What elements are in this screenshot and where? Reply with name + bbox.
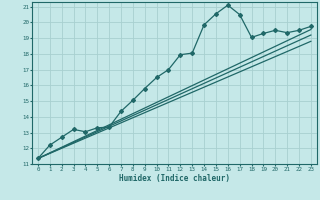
X-axis label: Humidex (Indice chaleur): Humidex (Indice chaleur) bbox=[119, 174, 230, 183]
